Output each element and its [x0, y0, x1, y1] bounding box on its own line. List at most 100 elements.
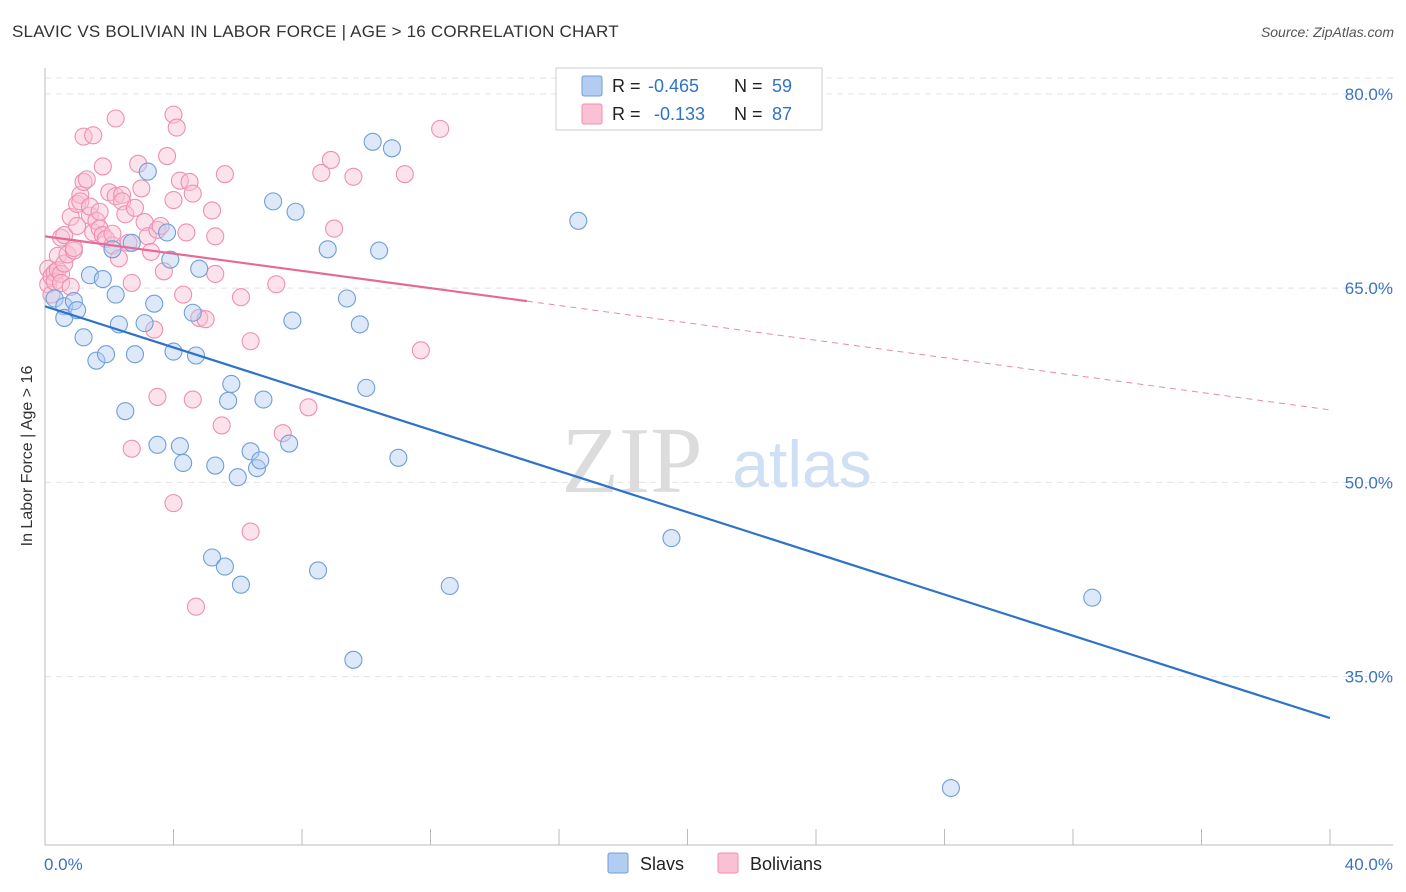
slavs-point	[283, 311, 302, 330]
series-legend: Slavs Bolivians	[607, 852, 822, 874]
slavs-point	[170, 437, 189, 456]
bolivians-point	[68, 216, 87, 236]
bolivians-point	[164, 191, 183, 210]
n-value-bolivians: 87	[772, 104, 792, 124]
bolivians-point	[299, 398, 318, 417]
bolivians-point	[325, 219, 344, 238]
bolivians-point	[109, 249, 128, 268]
bolivians-point	[129, 154, 148, 173]
r-value-bolivians: -0.133	[654, 104, 705, 124]
slavs-point	[363, 132, 382, 151]
slavs-point	[203, 548, 222, 567]
y-axis-label: In Labor Force | Age > 16	[19, 366, 36, 547]
bolivians-point	[411, 341, 430, 360]
y-tick-label: 50.0%	[1345, 473, 1393, 492]
bolivians-point	[231, 288, 251, 307]
bolivians-point	[106, 109, 125, 128]
trend-lines	[44, 235, 1331, 720]
bolivians-legend-icon	[717, 852, 739, 874]
bolivians-point	[151, 216, 170, 236]
bolivians-point	[206, 227, 225, 246]
slavs-point	[206, 456, 225, 475]
bolivians-point	[148, 387, 167, 406]
bolivians-point	[154, 262, 173, 281]
slavs-point	[125, 345, 144, 364]
slavs-legend-icon	[607, 852, 629, 874]
correlation-legend: R = -0.465 N = 59 R = -0.133 N = 87	[555, 67, 823, 131]
bolivians-trend-line	[44, 235, 528, 303]
bolivians-point	[170, 171, 189, 190]
slavs-point	[96, 345, 116, 364]
slavs-point	[280, 434, 299, 453]
slavs-point	[222, 374, 241, 394]
slavs-point	[357, 378, 376, 397]
slavs-point	[138, 162, 157, 181]
slavs-point	[389, 448, 408, 467]
slavs-swatch-icon	[581, 75, 603, 97]
slavs-point	[440, 576, 459, 596]
slavs-point	[1083, 588, 1102, 607]
bolivians-point	[74, 172, 93, 192]
bolivians-point	[125, 198, 144, 217]
slavs-point	[264, 192, 283, 211]
bolivians-point	[180, 172, 199, 192]
axes: 35.0% 50.0% 65.0% 80.0%	[44, 68, 1393, 846]
bolivians-point	[164, 494, 183, 513]
slavs-point	[148, 435, 167, 454]
slavs-point	[350, 315, 369, 334]
bolivians-point	[132, 179, 151, 198]
bolivians-point	[138, 227, 157, 246]
watermark-zip: ZIP	[562, 409, 703, 513]
slavs-point	[74, 328, 93, 347]
slavs-point	[219, 391, 238, 410]
n-label-slavs: N =	[734, 76, 763, 96]
n-value-slavs: 59	[772, 76, 792, 96]
y-tick-label: 65.0%	[1345, 279, 1393, 298]
bolivians-point	[321, 150, 340, 169]
slavs-point	[228, 468, 247, 487]
slavs-point	[174, 453, 193, 473]
bolivians-point	[241, 332, 260, 351]
slavs-point	[158, 223, 177, 242]
y-tick-label: 35.0%	[1345, 668, 1393, 687]
slavs-point	[215, 557, 234, 576]
slavs-point	[190, 259, 209, 278]
n-label-bolivians: N =	[734, 104, 763, 124]
bolivians-point	[395, 165, 414, 184]
slavs-point	[382, 139, 402, 158]
slavs-point	[318, 240, 337, 259]
bolivians-point	[116, 205, 135, 224]
slavs-point	[569, 211, 588, 230]
slavs-point	[135, 314, 154, 333]
slavs-point	[103, 240, 122, 259]
bolivians-point	[93, 157, 112, 176]
watermark-atlas: atlas	[732, 427, 871, 501]
slavs-point	[161, 250, 180, 269]
bolivians-point	[177, 223, 196, 242]
bolivians-point	[183, 184, 202, 203]
bolivians-point	[267, 275, 286, 294]
slavs-point	[93, 270, 112, 289]
bolivians-point	[52, 264, 71, 283]
bolivians-point	[61, 277, 80, 296]
bolivians-point	[52, 273, 71, 293]
bolivians-point	[186, 597, 206, 616]
bolivians-point	[122, 439, 141, 458]
bolivians-point	[241, 522, 260, 541]
r-label-bolivians: R =	[612, 104, 641, 124]
slavs-trend-line	[44, 305, 1331, 720]
legend-bolivians-label: Bolivians	[750, 854, 822, 874]
bolivians-point	[431, 119, 450, 138]
bolivians-point	[71, 192, 90, 211]
bolivians-point	[113, 185, 132, 204]
bolivians-point	[215, 165, 234, 184]
slavs-point	[45, 289, 64, 308]
bolivians-point	[158, 147, 177, 166]
x-tick-label-min: 0.0%	[44, 855, 83, 874]
r-value-slavs: -0.465	[648, 76, 699, 96]
y-tick-label: 80.0%	[1345, 85, 1393, 104]
slavs-points	[45, 132, 1102, 798]
slavs-point	[941, 778, 960, 798]
slavs-point	[286, 202, 305, 221]
